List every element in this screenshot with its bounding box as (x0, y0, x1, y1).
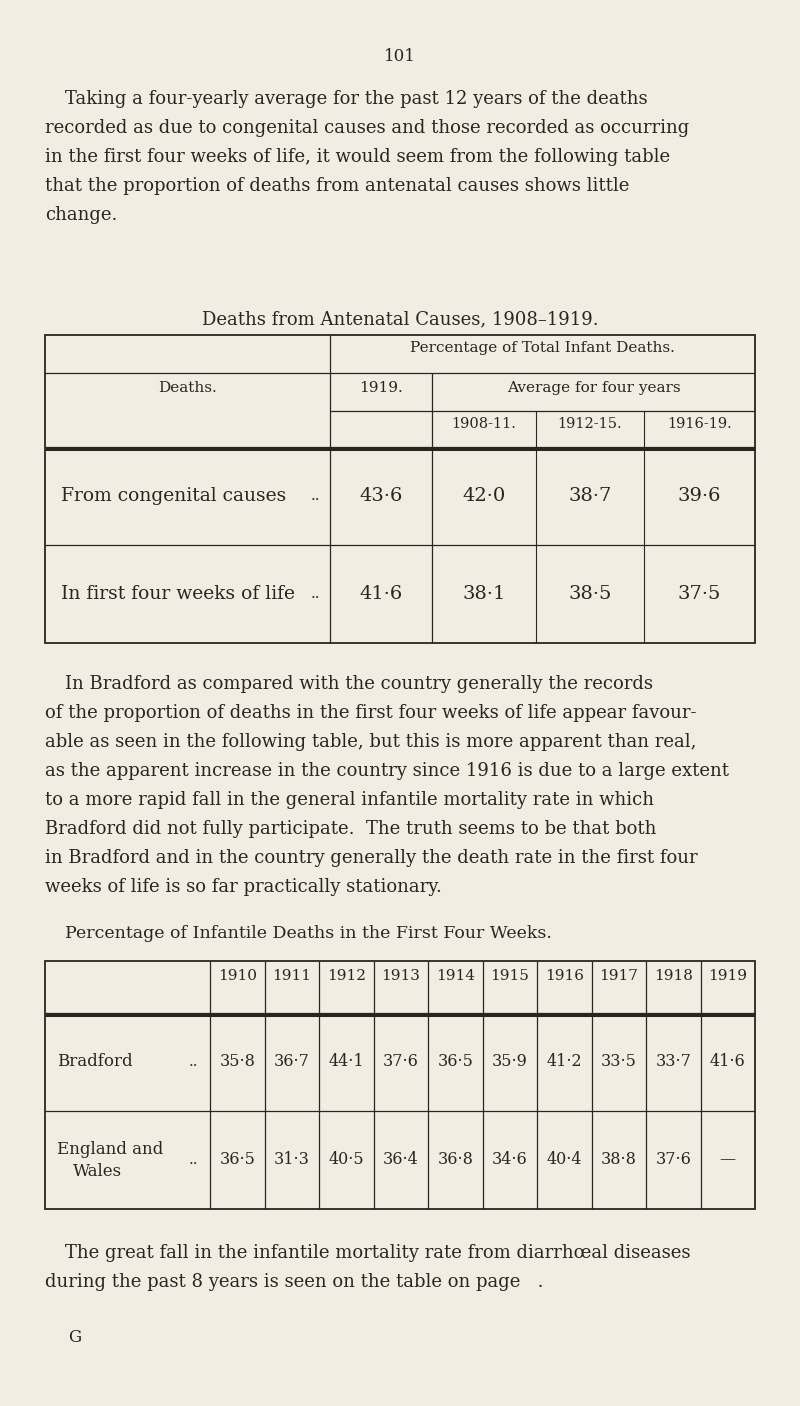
Text: 40·4: 40·4 (546, 1152, 582, 1168)
Text: 38·8: 38·8 (601, 1152, 637, 1168)
Text: Wales: Wales (73, 1164, 122, 1181)
Text: Percentage of Total Infant Deaths.: Percentage of Total Infant Deaths. (410, 342, 675, 354)
Text: 1915: 1915 (490, 969, 529, 983)
Text: 41·6: 41·6 (710, 1053, 746, 1070)
Text: ..: .. (189, 1054, 198, 1069)
Text: 1916-19.: 1916-19. (667, 418, 732, 432)
Text: 1918: 1918 (654, 969, 693, 983)
Text: ..: .. (310, 489, 320, 503)
Text: 33·5: 33·5 (601, 1053, 637, 1070)
Text: 37·6: 37·6 (655, 1152, 691, 1168)
Text: From congenital causes: From congenital causes (61, 486, 286, 505)
Text: 38·1: 38·1 (462, 585, 506, 603)
Text: 33·7: 33·7 (655, 1053, 691, 1070)
Text: 1908-11.: 1908-11. (451, 418, 517, 432)
Text: that the proportion of deaths from antenatal causes shows little: that the proportion of deaths from anten… (45, 177, 630, 195)
Text: 41·2: 41·2 (546, 1053, 582, 1070)
Text: ..: .. (310, 586, 320, 600)
Text: Taking a four-yearly average for the past 12 years of the deaths: Taking a four-yearly average for the pas… (65, 90, 648, 108)
Text: in the first four weeks of life, it would seem from the following table: in the first four weeks of life, it woul… (45, 148, 670, 166)
Text: 36·7: 36·7 (274, 1053, 310, 1070)
Text: 1919.: 1919. (359, 381, 403, 395)
Text: as the apparent increase in the country since 1916 is due to a large extent: as the apparent increase in the country … (45, 762, 729, 780)
Text: 1916: 1916 (545, 969, 584, 983)
Bar (45, 335, 755, 643)
Text: ..: .. (189, 1153, 198, 1167)
Text: in Bradford and in the country generally the death rate in the first four: in Bradford and in the country generally… (45, 849, 698, 868)
Text: 37·5: 37·5 (678, 585, 721, 603)
Text: 42·0: 42·0 (462, 486, 506, 505)
Text: 1911: 1911 (272, 969, 311, 983)
Text: 31·3: 31·3 (274, 1152, 310, 1168)
Text: Deaths.: Deaths. (158, 381, 217, 395)
Text: 35·9: 35·9 (492, 1053, 528, 1070)
Text: during the past 8 years is seen on the table on page   .: during the past 8 years is seen on the t… (45, 1272, 543, 1291)
Text: to a more rapid fall in the general infantile mortality rate in which: to a more rapid fall in the general infa… (45, 792, 654, 808)
Text: 39·6: 39·6 (678, 486, 722, 505)
Text: 36·4: 36·4 (383, 1152, 418, 1168)
Text: 38·7: 38·7 (568, 486, 612, 505)
Text: recorded as due to congenital causes and those recorded as occurring: recorded as due to congenital causes and… (45, 120, 690, 136)
Text: of the proportion of deaths in the first four weeks of life appear favour-: of the proportion of deaths in the first… (45, 704, 697, 723)
Text: 36·5: 36·5 (219, 1152, 255, 1168)
Text: weeks of life is so far practically stationary.: weeks of life is so far practically stat… (45, 877, 442, 896)
Text: 37·6: 37·6 (383, 1053, 418, 1070)
Text: Bradford: Bradford (57, 1053, 133, 1070)
Text: 1912: 1912 (326, 969, 366, 983)
Text: 1913: 1913 (382, 969, 420, 983)
Text: 43·6: 43·6 (359, 486, 402, 505)
Text: In Bradford as compared with the country generally the records: In Bradford as compared with the country… (65, 675, 653, 693)
Text: change.: change. (45, 207, 118, 224)
Text: —: — (720, 1152, 736, 1168)
Text: 36·8: 36·8 (438, 1152, 473, 1168)
Text: Deaths from Antenatal Causes, 1908–1919.: Deaths from Antenatal Causes, 1908–1919. (202, 309, 598, 328)
Text: 41·6: 41·6 (359, 585, 402, 603)
Text: 35·8: 35·8 (219, 1053, 255, 1070)
Text: 34·6: 34·6 (492, 1152, 528, 1168)
Text: 1914: 1914 (436, 969, 474, 983)
Text: able as seen in the following table, but this is more apparent than real,: able as seen in the following table, but… (45, 733, 696, 751)
Text: G: G (68, 1329, 81, 1346)
Text: Percentage of Infantile Deaths in the First Four Weeks.: Percentage of Infantile Deaths in the Fi… (65, 925, 552, 942)
Text: Average for four years: Average for four years (506, 381, 680, 395)
Text: 1919: 1919 (708, 969, 747, 983)
Text: 38·5: 38·5 (568, 585, 612, 603)
Text: 1912-15.: 1912-15. (558, 418, 622, 432)
Text: England and: England and (57, 1142, 163, 1159)
Bar (45, 960, 755, 1209)
Text: The great fall in the infantile mortality rate from diarrhœal diseases: The great fall in the infantile mortalit… (65, 1244, 690, 1263)
Text: Bradford did not fully participate.  The truth seems to be that both: Bradford did not fully participate. The … (45, 820, 656, 838)
Text: 101: 101 (384, 48, 416, 65)
Text: 40·5: 40·5 (329, 1152, 364, 1168)
Text: 44·1: 44·1 (329, 1053, 364, 1070)
Text: In first four weeks of life: In first four weeks of life (61, 585, 295, 603)
Text: 1910: 1910 (218, 969, 257, 983)
Text: 36·5: 36·5 (438, 1053, 473, 1070)
Text: 1917: 1917 (599, 969, 638, 983)
